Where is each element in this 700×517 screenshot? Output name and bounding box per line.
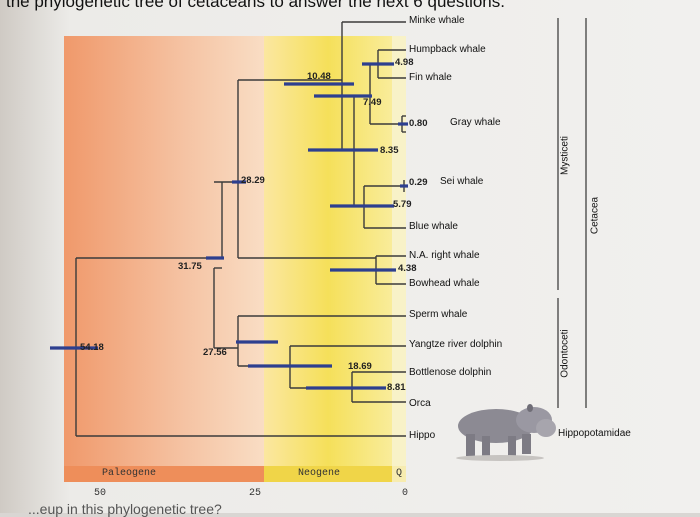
node-age-7-49: 7.49 [363,97,382,108]
taxon-blue-whale: Blue whale [409,221,458,232]
taxon-orca: Orca [409,398,431,409]
node-age-8-81: 8.81 [387,382,406,393]
group-brackets [557,18,587,408]
confidence-bars [50,62,408,390]
node-age-54-18: 54.18 [80,342,104,353]
quaternary-scale-bar [392,466,406,482]
node-age-31-75: 31.75 [178,261,202,272]
hippo-image [456,404,556,461]
group-label-odontoceti: Odontoceti [559,329,571,378]
taxon-sei-whale: Sei whale [440,176,484,187]
page-header: the phylogenetic tree of cetaceans to an… [0,0,700,12]
node-age-10-48: 10.48 [307,71,331,82]
node-age-4-38: 4.38 [398,263,417,274]
scale-paleogene: Paleogene [102,468,157,479]
scale-quaternary: Q [396,468,403,479]
group-label-hippopotamidae: Hippopotamidae [558,428,631,439]
taxon-fin-whale: Fin whale [409,72,452,83]
taxon-minke-whale: Minke whale [409,15,465,26]
group-label-cetacea: Cetacea [589,196,601,235]
taxon-bottlenose-dolphin: Bottlenose dolphin [409,367,492,378]
header-text: the phylogenetic tree of cetaceans to an… [6,0,505,11]
group-label-mysticeti: Mysticeti [559,136,571,175]
neogene-scale-bar [264,466,392,482]
taxon-hippo: Hippo [409,430,436,441]
node-age-27-56: 27.56 [203,347,227,358]
node-age-8-35: 8.35 [380,145,399,156]
quaternary-band [392,36,406,468]
paleogene-scale-bar [64,466,264,482]
taxon-gray-whale: Gray whale [450,117,501,128]
taxon-right-whale: N.A. right whale [409,250,480,261]
node-age-4-98: 4.98 [395,57,414,68]
scale-neogene: Neogene [298,468,341,479]
node-age-28-29: 28.29 [241,175,265,186]
bottom-question-text: ...eup in this phylogenetic tree? [28,501,222,517]
taxon-bowhead-whale: Bowhead whale [409,278,480,289]
taxon-sperm-whale: Sperm whale [409,309,468,320]
taxon-yangtze-river-dolphin: Yangtze river dolphin [409,339,503,350]
node-age-0-80: 0.80 [409,118,428,129]
tick-50: 50 [94,488,107,499]
tick-25: 25 [249,488,262,499]
node-age-18-69: 18.69 [348,361,372,372]
node-age-0-29: 0.29 [409,177,428,188]
tick-0: 0 [402,488,409,499]
tree-branches [75,21,406,437]
node-age-5-79: 5.79 [393,199,412,210]
paleogene-band [64,36,264,468]
taxon-humpback-whale: Humpback whale [409,44,486,55]
